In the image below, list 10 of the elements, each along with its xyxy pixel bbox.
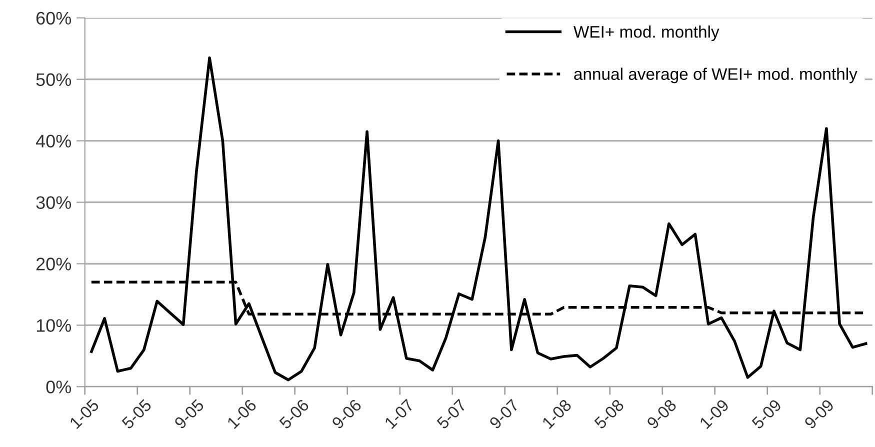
y-tick-label: 20% bbox=[36, 258, 72, 270]
y-tick-label: 40% bbox=[36, 134, 72, 148]
y-tick-label: 10% bbox=[36, 319, 72, 332]
y-tick-label: 60% bbox=[36, 12, 72, 25]
y-tick-label: 0% bbox=[46, 380, 72, 394]
y-tick-label: 50% bbox=[36, 73, 72, 86]
y-tick-label: 30% bbox=[36, 196, 72, 209]
legend-label: annual average of WEI+ mod. monthly bbox=[574, 68, 858, 84]
line-series bbox=[90, 56, 868, 382]
legend-label: WEI+ mod. monthly bbox=[574, 26, 720, 42]
